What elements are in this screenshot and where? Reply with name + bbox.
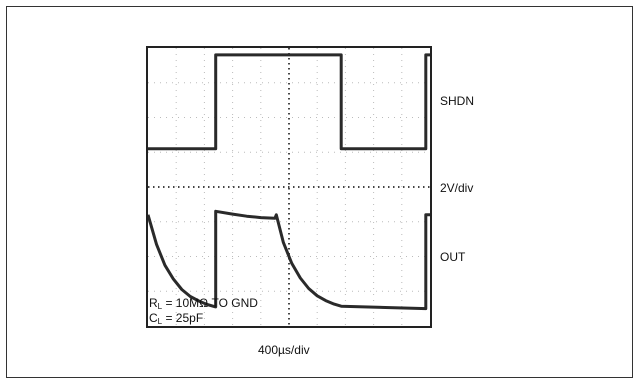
oscilloscope-screen: RL = 10MΩ TO GND CL = 25pF [146, 46, 432, 328]
load-resistance-note: RL = 10MΩ TO GND [149, 296, 258, 311]
graticule [148, 48, 430, 326]
traces [148, 53, 430, 311]
scope-plot [148, 48, 430, 326]
trace-label-out: OUT [440, 250, 466, 264]
trace-out [148, 209, 430, 311]
timebase-label: 400µs/div [258, 343, 310, 357]
trace-shdn [148, 53, 430, 151]
vertical-scale-label: 2V/div [440, 181, 474, 195]
figure-frame [6, 6, 633, 378]
trace-label-shdn: SHDN [440, 94, 475, 108]
load-capacitance-note: CL = 25pF [149, 311, 204, 326]
